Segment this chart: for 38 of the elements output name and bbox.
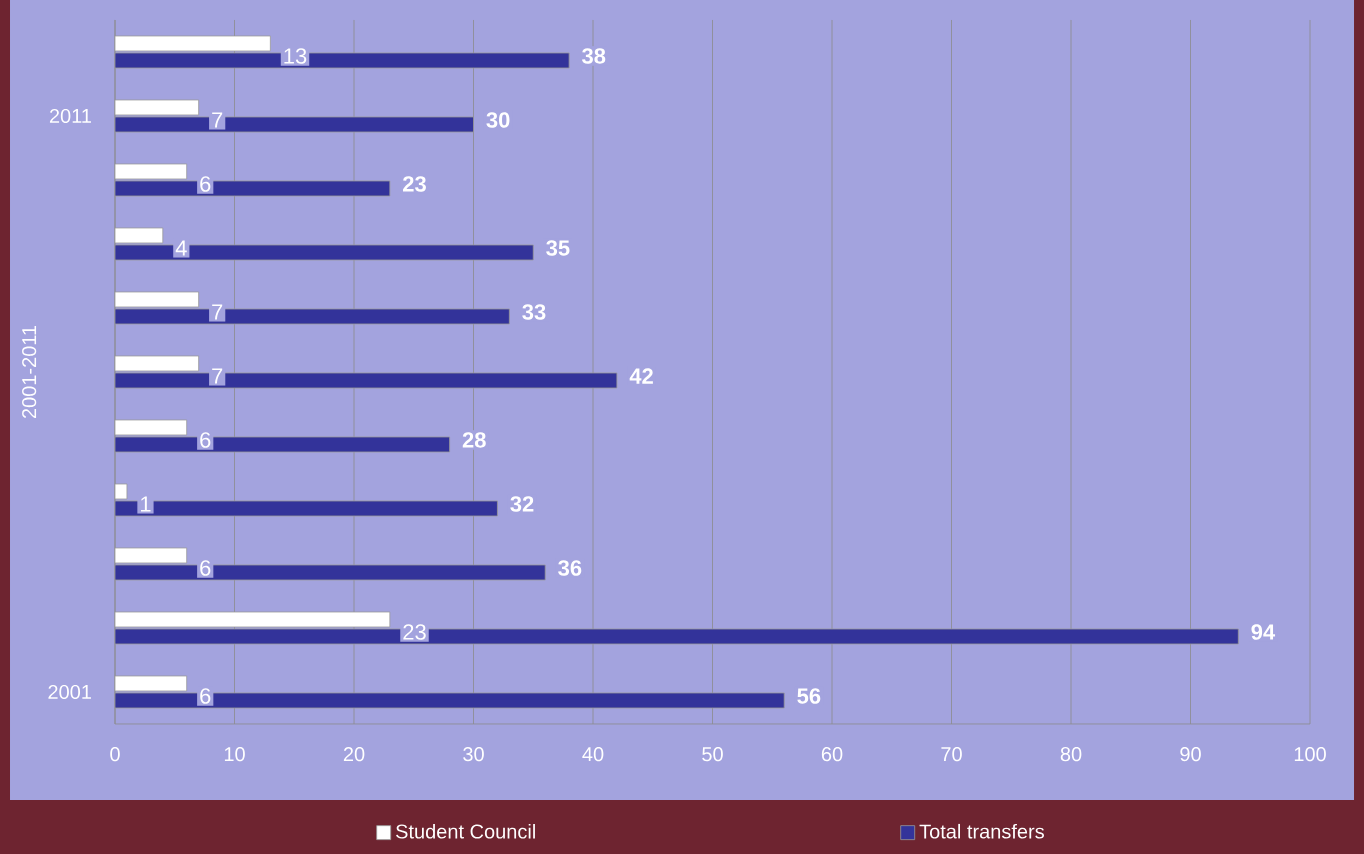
data-label: 4 (175, 240, 187, 256)
data-label: 7 (212, 304, 223, 320)
legend-label: Total transfers (919, 823, 1044, 839)
data-label: 36 (558, 560, 582, 576)
data-label: 33 (522, 304, 546, 320)
x-tick-label: 40 (582, 747, 604, 762)
data-label: 6 (200, 176, 211, 192)
data-label: 6 (200, 560, 211, 576)
data-label: 1 (141, 496, 151, 512)
x-tick-label: 70 (941, 747, 962, 762)
x-tick-label: 10 (224, 747, 245, 762)
data-label: 7 (212, 368, 223, 384)
data-label: 35 (546, 240, 570, 256)
y-tick-label: 2011 (49, 108, 91, 124)
x-tick-label: 60 (821, 747, 843, 762)
x-tick-label: 50 (702, 747, 723, 762)
x-tick-label: 30 (463, 747, 484, 762)
data-label: 42 (629, 368, 653, 384)
data-label: 6 (200, 432, 211, 448)
data-label: 7 (212, 112, 223, 128)
legend-label: Student Council (396, 823, 535, 839)
x-tick-label: 80 (1060, 747, 1082, 762)
y-tick-label: 2001 (48, 684, 91, 700)
data-label: 6 (200, 688, 211, 704)
x-tick-label: 0 (110, 747, 120, 762)
data-label: 32 (510, 496, 534, 512)
x-tick-label: 100 (1294, 747, 1326, 762)
x-tick-label: 90 (1180, 747, 1201, 762)
data-label: 23 (403, 176, 426, 192)
x-tick-label: 20 (343, 747, 365, 762)
y-axis-title: 2001-2011 (22, 325, 37, 419)
data-label: 30 (486, 112, 510, 128)
data-label: 38 (582, 48, 606, 64)
data-label: 56 (797, 688, 821, 704)
data-label: 23 (403, 624, 426, 640)
data-label: 28 (462, 432, 486, 448)
data-label: 13 (284, 48, 307, 64)
data-label: 94 (1251, 624, 1276, 640)
